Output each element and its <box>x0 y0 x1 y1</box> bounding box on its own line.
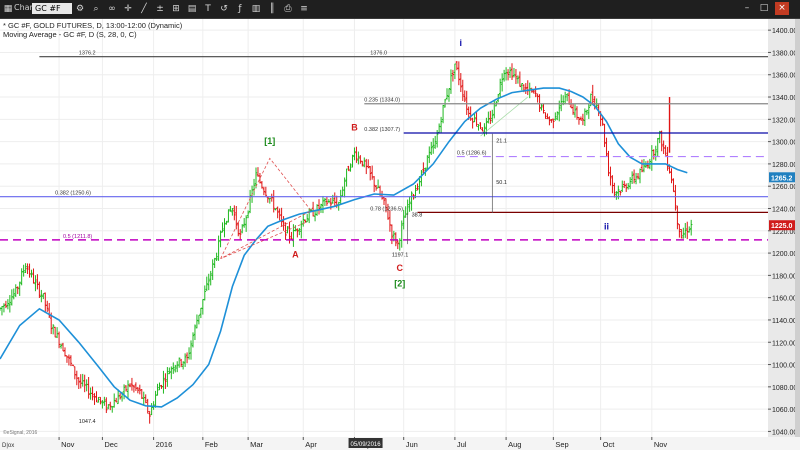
y-tick-label: 1380.00 <box>772 50 797 57</box>
legend-line-2: Moving Average - GC #F, D (S, 28, 0, C) <box>3 30 137 39</box>
x-tick-label: Feb <box>205 440 218 449</box>
layout-icon[interactable]: ▤ <box>187 4 197 14</box>
y-tick-label: 1360.00 <box>772 73 797 80</box>
x-tick-label: Apr <box>305 440 317 449</box>
y-tick-label: 1340.00 <box>772 95 797 102</box>
y-tick-label: 1080.00 <box>772 385 797 392</box>
price-annotation: 38.8 <box>412 212 423 218</box>
range-selector: D|ox <box>2 443 14 449</box>
fib-level-label: 0.5 (1211.8) <box>63 234 92 240</box>
y-tick-label: 1200.00 <box>772 251 797 258</box>
bars-icon[interactable]: ║ <box>269 4 275 14</box>
search-icon[interactable]: ⌕ <box>93 4 99 14</box>
minimize-button[interactable]: – <box>744 3 750 13</box>
grid-icon[interactable]: ⊞ <box>172 4 180 14</box>
x-tick-label: Jul <box>457 440 467 449</box>
fib-level-label: 0.78 (1236.5) <box>370 206 403 212</box>
y-tick-label: 1100.00 <box>772 363 797 370</box>
fib-level-label: 0.5 (1286.6) <box>457 151 487 157</box>
crosshair-icon[interactable]: ✛ <box>124 4 132 14</box>
fib-level-label: 1376.0 <box>370 51 387 57</box>
symbol-input[interactable]: GC #F <box>32 3 72 14</box>
y-tick-label: 1220.00 <box>772 229 797 236</box>
x-tick-label: Sep <box>555 440 568 449</box>
gold-futures-chart[interactable]: 1040.00 1060.00 1080.00 1100.00 1120.00 1140.… <box>0 19 800 450</box>
y-tick-label: 1260.00 <box>772 184 797 191</box>
price-tag <box>769 220 800 231</box>
chart-type-icon[interactable]: ▥ <box>251 4 261 14</box>
price-bars <box>0 60 693 424</box>
y-tick-label: 1180.00 <box>772 273 797 280</box>
x-tick-label: Jun <box>406 440 418 449</box>
date-tag-label: 05/09/2016 <box>351 442 382 448</box>
x-tick-label: Mar <box>250 440 263 449</box>
x-tick-label: Oct <box>603 440 616 449</box>
settings-icon[interactable]: ⚙ <box>75 4 85 14</box>
y-tick-label: 1300.00 <box>772 140 797 147</box>
text-icon[interactable]: T <box>205 4 211 14</box>
chart-window-icon: ▦ <box>3 4 13 14</box>
fib-level-label: 0.382 (1307.7) <box>364 127 400 133</box>
y-tick-label: 1400.00 <box>772 28 797 35</box>
x-tick-label: Aug <box>508 440 521 449</box>
maximize-button[interactable]: □ <box>759 3 769 13</box>
print-icon[interactable]: ⎙ <box>284 4 292 14</box>
wave-label: C <box>397 263 404 273</box>
price-tag-label: 1265.2 <box>771 175 793 182</box>
wave-label: ii <box>604 222 609 232</box>
y-tick-label: 1280.00 <box>772 162 797 169</box>
wave-label: [1] <box>264 136 275 146</box>
chart-window-titlebar: ▦ Chart GC #F ⚙ ⌕ ∞ ✛ ╱ ± ⊞ ▤ T ↺ ƒ ▥ ║ … <box>0 0 800 19</box>
draw-icon[interactable]: ╱ <box>141 4 147 14</box>
vertical-scrollbar[interactable] <box>795 19 800 437</box>
plot-area <box>0 19 768 437</box>
y-tick-label: 1160.00 <box>772 296 797 303</box>
fib-level-label: 0.235 (1334.0) <box>364 98 400 104</box>
x-axis-panel <box>0 437 800 450</box>
y-tick-label: 1320.00 <box>772 117 797 124</box>
price-tag-label: 1225.0 <box>771 223 793 230</box>
wave-label: A <box>292 250 299 260</box>
price-tag <box>769 172 800 183</box>
fib-level-label: 0.382 (1250.6) <box>55 191 91 197</box>
indicator-icon[interactable]: ƒ <box>238 4 242 14</box>
window-app-label: Chart <box>14 3 36 12</box>
date-tag <box>348 438 383 448</box>
price-annotation: 50.1 <box>496 180 507 186</box>
triangle-pattern <box>220 157 312 260</box>
y-tick-label: 1240.00 <box>772 206 797 213</box>
menu-icon[interactable]: ≡ <box>300 4 308 14</box>
x-tick-label: Nov <box>654 440 668 449</box>
price-annotation: 1047.4 <box>79 419 96 425</box>
fib-level-label: 1376.2 <box>79 51 96 57</box>
y-tick-label: 1140.00 <box>772 318 797 325</box>
x-tick-label: Dec <box>104 440 118 449</box>
legend-line-1: * GC #F, GOLD FUTURES, D, 13:00-12:00 (D… <box>3 21 183 30</box>
y-tick-label: 1120.00 <box>772 340 797 347</box>
wave-label: B <box>351 122 358 132</box>
wave-label: i <box>460 38 463 48</box>
link-icon[interactable]: ∞ <box>108 4 116 14</box>
price-annotation: 21.1 <box>496 139 507 145</box>
close-button[interactable]: × <box>775 2 789 15</box>
undo-icon[interactable]: ↺ <box>220 4 228 14</box>
zoom-icon[interactable]: ± <box>156 4 164 14</box>
price-annotation: 1197.1 <box>392 252 408 258</box>
watermark: ©eSignal, 2016 <box>3 429 37 436</box>
wave-label: [2] <box>394 279 405 289</box>
y-tick-label: 1060.00 <box>772 407 797 414</box>
x-tick-label: Nov <box>61 440 75 449</box>
x-tick-label: 2016 <box>156 440 173 449</box>
y-tick-label: 1040.00 <box>772 429 797 436</box>
